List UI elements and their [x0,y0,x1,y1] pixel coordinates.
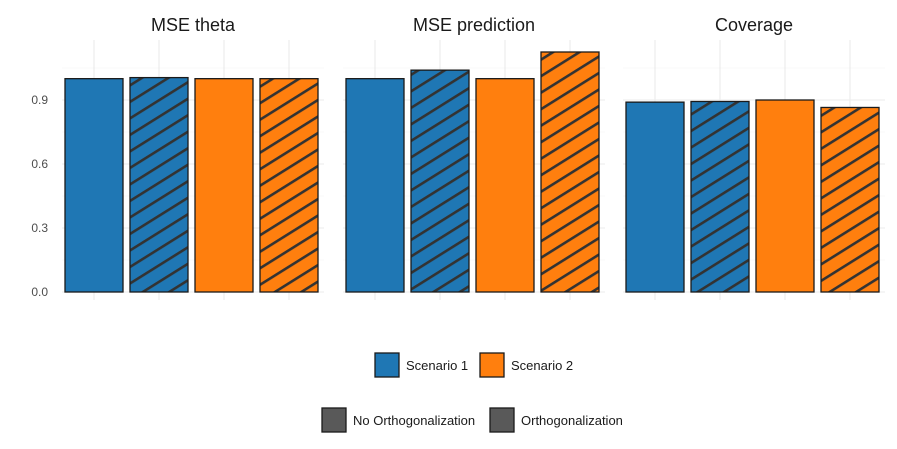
legend-swatch [479,352,505,378]
legend-swatch [374,352,400,378]
bar-1-3 [194,78,254,293]
bar-2-4 [540,51,600,293]
facet-panel-2: MSE prediction [343,15,605,300]
bar-outline [820,106,880,293]
bar-3-2 [690,100,750,293]
y-tick-label: 0.0 [31,285,48,299]
bar-2-1 [345,78,405,293]
facet-title: Coverage [715,15,793,35]
bar-outline [64,78,124,293]
y-tick-label: 0.6 [31,157,48,171]
bar-2-3 [475,78,535,293]
legend-item-no-orthogonalization: No Orthogonalization [321,407,475,433]
y-tick-label: 0.3 [31,221,48,235]
fill-legend: Scenario 1 Scenario 2 [374,352,573,378]
legend-label: No Orthogonalization [353,413,475,428]
bar-fill [65,78,123,293]
legend-label: Scenario 2 [511,358,573,373]
bar-1-2 [129,76,189,293]
y-tick-label: 0.9 [31,93,48,107]
bar-stripes [260,78,318,293]
bar-fill [195,78,253,293]
bar-stripes [821,107,879,292]
facet-title: MSE theta [151,15,236,35]
bar-outline [345,78,405,293]
pattern-legend: No Orthogonalization Orthogonalization [321,407,623,433]
bar-2-2 [410,69,470,293]
bar-stripes [541,52,599,292]
bar-outline [755,99,815,293]
legend-label: Orthogonalization [521,413,623,428]
bar-outline [540,51,600,293]
bar-stripes [411,70,469,292]
bar-outline [625,101,685,293]
legend-swatch [321,407,347,433]
facet-panel-3: Coverage [623,15,885,300]
bar-outline [690,100,750,293]
bar-fill [626,102,684,292]
bar-outline [129,76,189,293]
bar-fill [346,78,404,293]
bar-fill [476,78,534,293]
legend-swatch [489,407,515,433]
bar-outline [259,78,319,293]
bar-outline [194,78,254,293]
legend-item-orthogonalization: Orthogonalization [489,407,623,433]
bar-3-4 [820,106,880,293]
bar-1-4 [259,78,319,293]
bar-fill [756,100,814,292]
bar-stripes [691,101,749,292]
facet-panel-1: MSE theta 0.0 0.3 0.6 0.9 [31,15,324,300]
facet-title: MSE prediction [413,15,535,35]
facet-panels: MSE theta 0.0 0.3 0.6 0.9 MSE prediction Cover… [31,15,885,300]
legend-item-scenario-1: Scenario 1 [374,352,468,378]
bar-3-1 [625,101,685,293]
legend-label: Scenario 1 [406,358,468,373]
legend-item-scenario-2: Scenario 2 [479,352,573,378]
bar-outline [410,69,470,293]
bar-outline [475,78,535,293]
bar-1-1 [64,78,124,293]
bar-3-3 [755,99,815,293]
bar-stripes [130,77,188,292]
